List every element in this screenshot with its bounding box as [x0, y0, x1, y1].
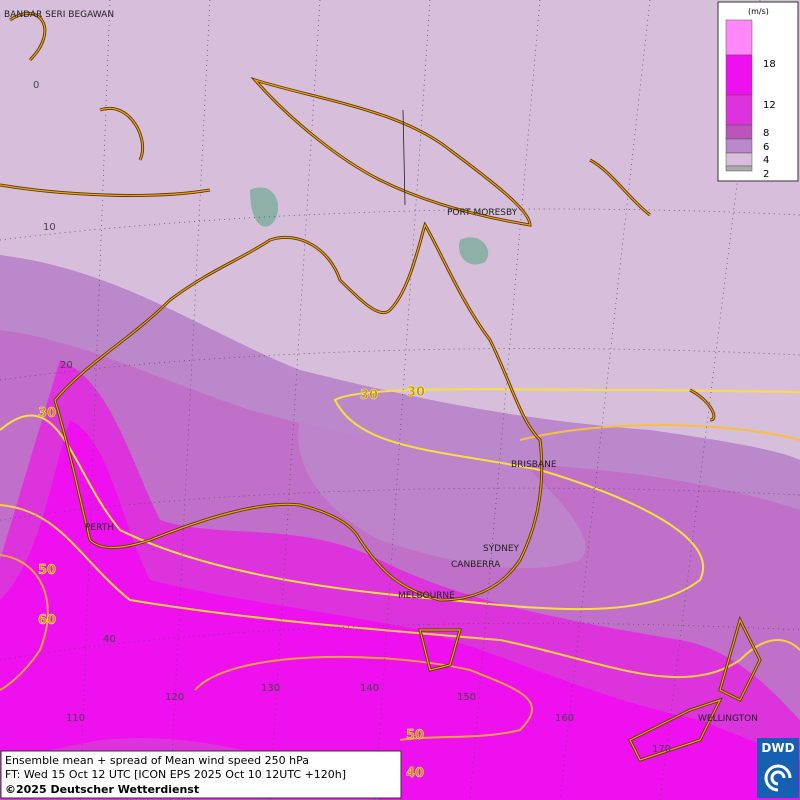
caption-box: [0, 750, 402, 799]
logo-swirl: [764, 764, 792, 792]
longitude-label: 150: [457, 692, 476, 703]
city-label: BANDAR SERI BEGAWAN: [4, 10, 114, 20]
legend-swatch: [725, 138, 753, 154]
city-label: BRISBANE: [511, 460, 557, 470]
city-label: CANBERRA: [451, 560, 501, 570]
latitude-label: 40: [103, 634, 116, 645]
legend-tick: 12: [763, 100, 776, 111]
coastline: [0, 12, 762, 762]
wind-field-18: [0, 420, 800, 800]
legend-tick: 8: [763, 128, 769, 139]
copyright: ©2025 Deutscher Wetterdienst: [5, 783, 199, 796]
legend-swatch: [725, 152, 753, 167]
legend-tick: 6: [763, 142, 769, 153]
legend-swatch: [725, 124, 753, 140]
latitude-label: 0: [33, 80, 39, 91]
contour-60: [0, 554, 49, 691]
longitude-label: 130: [261, 683, 280, 694]
wind-field-low: [298, 412, 586, 569]
caption-line: Ensemble mean + spread of Mean wind spee…: [5, 754, 309, 767]
contour-40b: [0, 504, 800, 679]
legend: (m/s) 18 12 8 6 4 2: [717, 1, 799, 182]
latitude-label: 10: [43, 222, 56, 233]
longitude-label: 120: [165, 692, 184, 703]
longitude-label: 160: [555, 713, 574, 724]
city-label: SYDNEY: [483, 544, 520, 554]
legend-swatch: [725, 165, 753, 172]
longitude-label: 140: [360, 683, 379, 694]
longitude-label: 170: [652, 744, 671, 755]
longitude-label: 110: [66, 713, 85, 724]
legend-swatch: [725, 94, 753, 126]
contour-label: 40: [406, 766, 424, 781]
contour-label: 30: [407, 385, 425, 400]
city-label: PORT MORESBY: [447, 208, 518, 218]
contour-label: 30: [38, 406, 56, 421]
calm-area: [250, 187, 489, 265]
legend-unit: (m/s): [748, 7, 769, 16]
city-label: MELBOURNE: [398, 591, 455, 601]
contour-label: 30: [360, 388, 378, 403]
logo-box: [757, 738, 799, 798]
city-label: WELLINGTON: [698, 714, 758, 724]
legend-swatch: [725, 54, 753, 96]
contour-label: 60: [38, 613, 56, 628]
city-label: PERTH: [85, 523, 114, 533]
caption-line: FT: Wed 15 Oct 12 UTC [ICON EPS 2025 Oct…: [5, 768, 346, 781]
legend-tick: 18: [763, 59, 776, 70]
legend-swatch: [725, 19, 753, 56]
contour-label: 50: [406, 728, 424, 743]
contour-50: [194, 655, 533, 741]
legend-tick: 2: [763, 169, 769, 180]
legend-tick: 4: [763, 155, 769, 166]
contour-30: [0, 388, 800, 611]
contour-label: 50: [38, 563, 56, 578]
contour-40: [519, 424, 800, 441]
latitude-label: 20: [60, 360, 73, 371]
logo-text: DWD: [761, 741, 794, 755]
